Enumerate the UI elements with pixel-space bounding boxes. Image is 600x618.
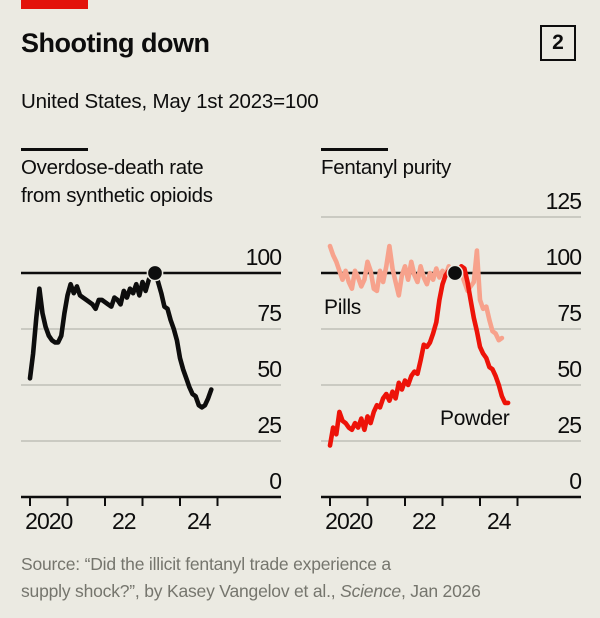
y-axis-label-100: 100 — [546, 244, 582, 270]
source-note: Source: “Did the illicit fentanyl trade … — [21, 551, 581, 605]
x-axis-label-2020: 2020 — [325, 508, 372, 534]
chart-subtitle: United States, May 1st 2023=100 — [21, 90, 319, 113]
y-axis-label-0: 0 — [269, 468, 281, 494]
highlight-dot — [446, 264, 464, 282]
right-panel-title-line1: Fentanyl purity — [321, 156, 451, 179]
page-title: Shooting down — [21, 28, 210, 58]
source-line1: Source: “Did the illicit fentanyl trade … — [21, 554, 391, 574]
x-axis-label-22: 22 — [412, 508, 436, 534]
right-panel-title: Fentanyl purity — [321, 154, 591, 182]
x-axis-label-22: 22 — [112, 508, 136, 534]
x-axis-label-24: 24 — [187, 508, 212, 534]
figure-number: 2 — [552, 31, 564, 54]
fentanyl-purity-chart: 0 25 50 75 100 125 2020 22 24 Pills Powder — [321, 188, 582, 534]
y-axis-label-50: 50 — [557, 356, 581, 382]
right-panel-divider — [321, 148, 388, 151]
y-axis-label-75: 75 — [557, 300, 581, 326]
y-axis-label-125: 125 — [546, 188, 582, 214]
left-panel-title: Overdose-death rate from synthetic opioi… — [21, 154, 291, 210]
y-axis-label-50: 50 — [257, 356, 281, 382]
series-line-overdose-death — [27, 270, 214, 410]
series-line-powder — [327, 264, 511, 448]
x-axis-label-24: 24 — [487, 508, 512, 534]
x-axis-label-2020: 2020 — [25, 508, 72, 534]
y-axis-label-25: 25 — [257, 412, 281, 438]
y-axis-label-75: 75 — [257, 300, 281, 326]
left-panel-divider — [21, 148, 88, 151]
series-line-pills — [327, 243, 505, 343]
series-label-pills: Pills — [324, 296, 361, 319]
brand-red-bar — [21, 0, 88, 9]
y-axis-label-25: 25 — [557, 412, 581, 438]
source-line2: supply shock?”, by Kasey Vangelov et al.… — [21, 581, 481, 601]
highlight-dot — [146, 264, 164, 282]
y-axis-label-0: 0 — [569, 468, 581, 494]
y-axis-label-100: 100 — [246, 244, 282, 270]
overdose-death-rate-chart: 0 25 50 75 100 2020 22 24 — [21, 244, 282, 534]
series-label-powder: Powder — [440, 407, 510, 430]
left-panel-title-line1: Overdose-death rate — [21, 156, 204, 179]
left-panel-title-line2: from synthetic opioids — [21, 184, 213, 207]
figure-number-badge: 2 — [540, 25, 576, 61]
